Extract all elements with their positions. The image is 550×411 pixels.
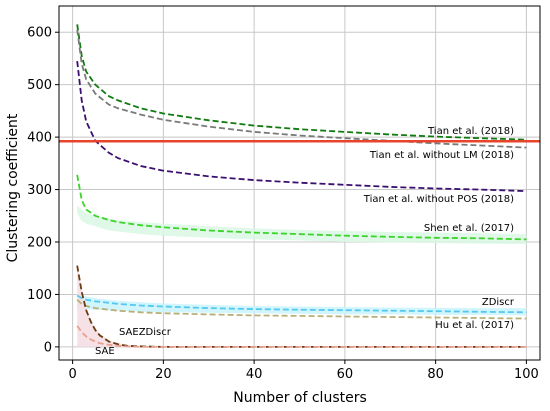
y-tick-label: 200 [27, 236, 52, 251]
series-line-2 [76, 60, 527, 192]
x-tick-label: 20 [155, 367, 172, 382]
annotation-label: Shen et al. (2017) [424, 223, 514, 234]
y-axis-label: Clustering coefficient [5, 113, 21, 262]
y-tick-label: 400 [27, 131, 52, 146]
y-tick-label: 300 [27, 183, 52, 198]
annotations: Tian et al. (2018) Tian et al. without LM… [95, 126, 515, 357]
annotation-label: Tian et al. without LM (2018) [369, 150, 514, 161]
x-tick-label: 80 [427, 367, 444, 382]
axis-ticks: 0 20 40 60 80 100 0 100 200 300 400 500 600 [27, 26, 539, 382]
series-line-5 [76, 299, 527, 320]
annotation-label: Tian et al. (2018) [427, 126, 514, 137]
annotation-label: ZDiscr [482, 297, 515, 308]
series-line-4 [76, 294, 527, 314]
y-tick-label: 600 [27, 26, 52, 41]
x-axis-label: Number of clusters [233, 390, 367, 406]
y-tick-label: 500 [27, 78, 52, 93]
series-line-7 [76, 325, 527, 348]
x-tick-label: 60 [337, 367, 354, 382]
annotation-label: Hu et al. (2017) [435, 320, 514, 331]
series-lines [76, 24, 527, 348]
y-tick-label: 100 [27, 288, 52, 303]
annotation-label: SAE [95, 346, 115, 357]
annotation-label: Tian et al. without POS (2018) [363, 194, 514, 205]
annotation-label: SAEZDiscr [119, 327, 172, 338]
series-line-6 [76, 265, 527, 348]
x-tick-label: 100 [514, 367, 539, 382]
x-tick-label: 40 [246, 367, 263, 382]
series-line-0 [76, 24, 527, 141]
band-series-3 [77, 205, 527, 245]
x-tick-label: 0 [68, 367, 76, 382]
plot-frame [58, 5, 541, 361]
series-line-3 [76, 174, 527, 241]
y-tick-label: 0 [44, 340, 52, 355]
